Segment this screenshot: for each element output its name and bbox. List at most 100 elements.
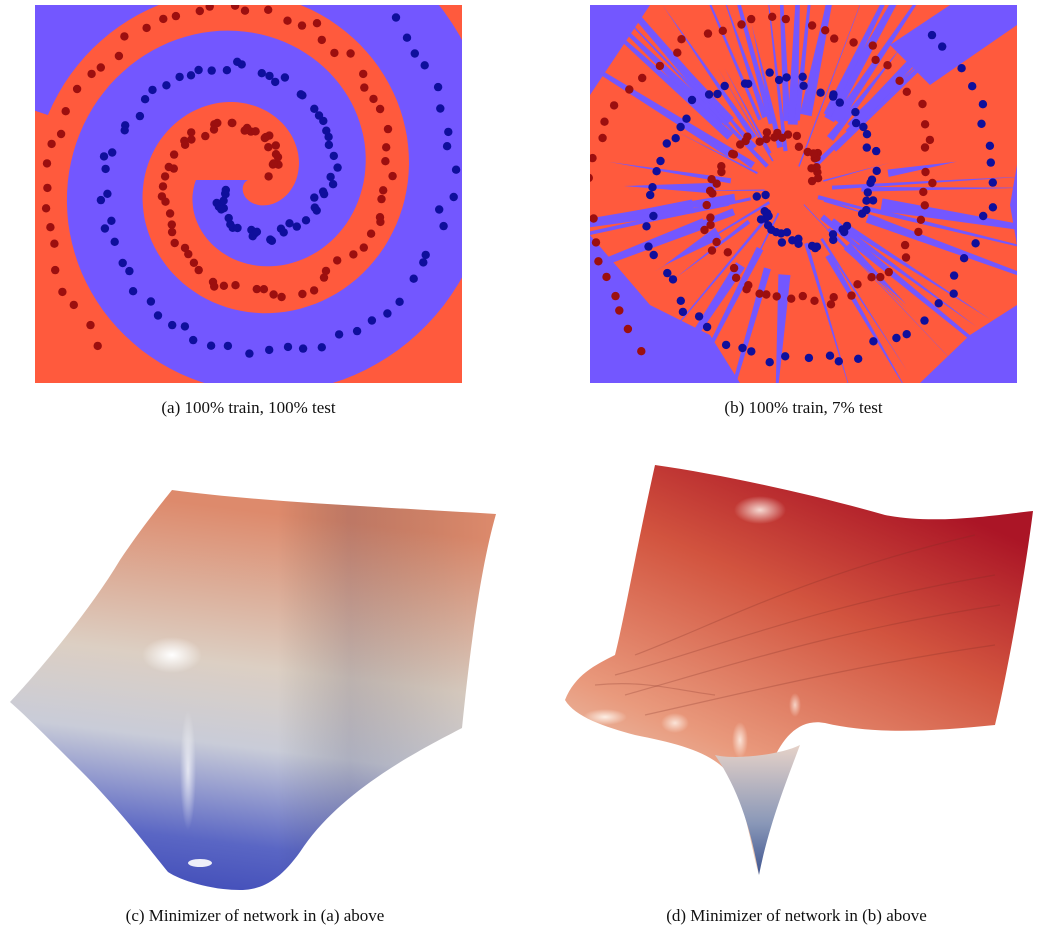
data-point-blue bbox=[834, 357, 843, 366]
data-point-red bbox=[87, 69, 96, 79]
blue-region-shard bbox=[861, 187, 1017, 192]
data-point-red bbox=[803, 147, 812, 157]
data-point-red bbox=[590, 153, 597, 163]
data-point-red bbox=[868, 41, 877, 50]
data-point-red bbox=[312, 19, 322, 28]
data-point-blue bbox=[329, 151, 338, 161]
data-point-red bbox=[810, 296, 819, 305]
data-point-blue bbox=[310, 203, 319, 212]
data-point-red bbox=[346, 49, 355, 58]
data-point-blue bbox=[175, 72, 184, 82]
blue-region-shard bbox=[627, 5, 731, 121]
blue-region-shard bbox=[787, 5, 800, 125]
data-point-red bbox=[655, 61, 665, 71]
data-point-red bbox=[772, 292, 781, 301]
blue-region-shard bbox=[825, 253, 903, 383]
data-point-blue bbox=[221, 185, 230, 195]
blue-region-shard bbox=[865, 214, 1017, 276]
data-point-red bbox=[731, 273, 741, 282]
blue-region-shard bbox=[662, 5, 757, 140]
data-point-red bbox=[883, 61, 892, 70]
data-point-blue bbox=[326, 172, 335, 182]
data-point-red bbox=[920, 120, 930, 129]
data-point-red bbox=[230, 5, 240, 10]
data-point-red bbox=[703, 29, 713, 38]
specular-highlight bbox=[583, 709, 627, 725]
panel-a bbox=[35, 5, 462, 383]
data-point-red bbox=[383, 124, 393, 134]
data-point-blue bbox=[279, 228, 288, 237]
data-point-red bbox=[920, 143, 930, 152]
data-point-red bbox=[277, 292, 286, 302]
data-point-red bbox=[333, 256, 342, 265]
data-point-blue bbox=[322, 126, 331, 135]
data-point-red bbox=[920, 201, 929, 210]
data-point-red bbox=[319, 273, 329, 282]
data-point-red bbox=[762, 290, 771, 299]
caption-a: (a) 100% train, 100% test bbox=[161, 398, 336, 417]
data-point-red bbox=[794, 142, 804, 151]
data-point-red bbox=[381, 157, 390, 166]
data-point-red bbox=[69, 300, 78, 310]
data-point-red bbox=[264, 172, 273, 181]
data-point-blue bbox=[862, 143, 871, 152]
data-point-blue bbox=[206, 341, 216, 350]
data-point-blue bbox=[835, 98, 844, 107]
data-point-red bbox=[717, 167, 726, 177]
data-point-blue bbox=[854, 354, 863, 363]
data-point-blue bbox=[168, 320, 177, 330]
data-point-blue bbox=[682, 114, 691, 123]
data-point-blue bbox=[108, 148, 117, 157]
data-point-blue bbox=[812, 242, 822, 251]
data-point-blue bbox=[649, 250, 658, 260]
data-point-blue bbox=[125, 266, 134, 276]
data-point-blue bbox=[402, 33, 412, 42]
data-point-red bbox=[41, 204, 51, 213]
specular-highlight bbox=[142, 637, 202, 673]
data-point-red bbox=[921, 167, 930, 177]
data-point-red bbox=[787, 294, 796, 303]
data-point-blue bbox=[298, 344, 308, 353]
data-point-blue bbox=[334, 330, 344, 339]
data-point-red bbox=[762, 128, 772, 137]
data-point-red bbox=[717, 162, 726, 171]
data-point-blue bbox=[862, 196, 871, 205]
data-point-red bbox=[260, 133, 269, 143]
data-point-blue bbox=[868, 196, 878, 205]
blue-region-shard bbox=[880, 198, 1017, 230]
blue-region-shard bbox=[709, 212, 780, 353]
data-point-red bbox=[159, 14, 168, 24]
data-point-red bbox=[591, 238, 601, 247]
data-point-blue bbox=[752, 192, 761, 201]
blue-region-shard bbox=[831, 176, 1017, 190]
data-point-red bbox=[309, 286, 319, 295]
data-point-blue bbox=[292, 222, 301, 231]
data-point-blue bbox=[310, 104, 319, 114]
spiral-plot-a bbox=[35, 5, 462, 383]
data-point-red bbox=[93, 341, 102, 351]
data-point-blue bbox=[644, 242, 653, 251]
data-point-blue bbox=[333, 163, 342, 172]
data-point-blue bbox=[968, 82, 977, 91]
blue-region-shard bbox=[867, 206, 1017, 247]
blue-region-shard bbox=[804, 242, 849, 383]
data-point-red bbox=[86, 320, 95, 330]
blue-region-shard bbox=[751, 24, 783, 149]
data-point-red bbox=[297, 21, 307, 30]
surface-shading bbox=[10, 490, 496, 890]
data-point-red bbox=[876, 272, 885, 282]
data-point-blue bbox=[99, 152, 109, 161]
blue-region-shard bbox=[843, 242, 907, 305]
data-point-blue bbox=[186, 71, 196, 80]
data-point-blue bbox=[694, 312, 704, 321]
data-point-red bbox=[251, 127, 260, 136]
data-point-blue bbox=[410, 49, 419, 58]
data-point-blue bbox=[435, 205, 444, 214]
data-point-red bbox=[388, 171, 397, 181]
data-point-red bbox=[46, 223, 55, 232]
data-point-red bbox=[61, 107, 70, 116]
data-point-blue bbox=[687, 95, 697, 105]
data-point-blue bbox=[978, 100, 988, 109]
data-point-red bbox=[210, 282, 219, 291]
data-point-blue bbox=[233, 57, 242, 66]
